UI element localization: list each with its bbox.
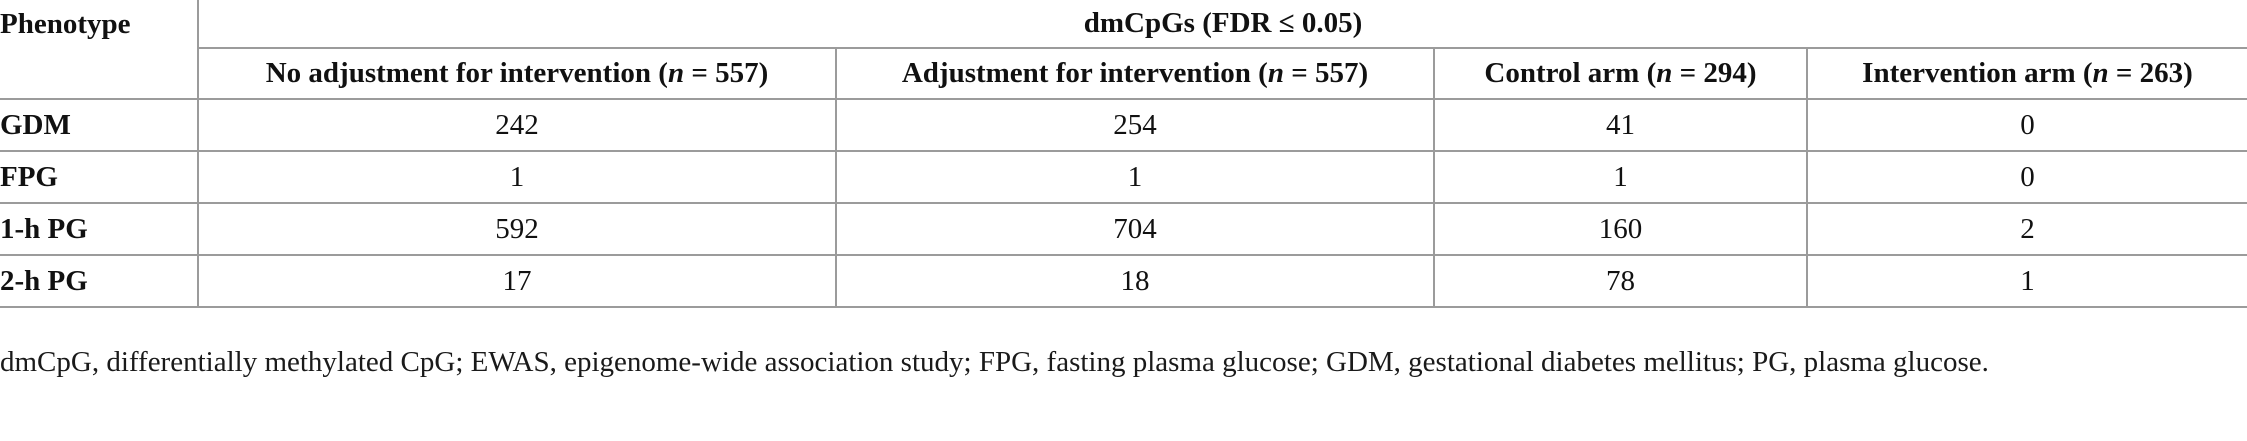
- table-cell: 41: [1434, 99, 1808, 152]
- row-label: 2-h PG: [0, 255, 199, 308]
- table-cell: 592: [198, 203, 837, 256]
- table-row: 2-h PG 17 18 78 1: [0, 255, 2247, 308]
- table-cell: 1: [1807, 255, 2247, 308]
- table-row: GDM 242 254 41 0: [0, 99, 2247, 152]
- row-label: GDM: [0, 99, 199, 152]
- table-cell: 1: [836, 151, 1435, 204]
- table-row: 1-h PG 592 704 160 2: [0, 203, 2247, 256]
- table-cell: 0: [1807, 151, 2247, 204]
- table-cell: 2: [1807, 203, 2247, 256]
- table-cell: 78: [1434, 255, 1808, 308]
- dmcpgs-group-header: dmCpGs (FDR ≤ 0.05): [198, 0, 2247, 49]
- table-cell: 704: [836, 203, 1435, 256]
- column-header-intervention-arm: Intervention arm (n = 263): [1807, 48, 2247, 100]
- table-cell: 17: [198, 255, 837, 308]
- column-header-no-adjustment: No adjustment for intervention (n = 557): [198, 48, 837, 100]
- table-row: FPG 1 1 1 0: [0, 151, 2247, 204]
- phenotype-header: Phenotype: [0, 0, 199, 100]
- results-table: Phenotype dmCpGs (FDR ≤ 0.05) No adjustm…: [0, 0, 2247, 308]
- table-cell: 18: [836, 255, 1435, 308]
- table-footnote: dmCpG, differentially methylated CpG; EW…: [0, 346, 1989, 378]
- table-cell: 254: [836, 99, 1435, 152]
- table-cell: 0: [1807, 99, 2247, 152]
- table-cell: 1: [198, 151, 837, 204]
- header-row-group: Phenotype dmCpGs (FDR ≤ 0.05): [0, 0, 2247, 100]
- table-cell: 242: [198, 99, 837, 152]
- row-label: FPG: [0, 151, 199, 204]
- table-cell: 1: [1434, 151, 1808, 204]
- table-cell: 160: [1434, 203, 1808, 256]
- column-header-adjustment: Adjustment for intervention (n = 557): [836, 48, 1435, 100]
- row-label: 1-h PG: [0, 203, 199, 256]
- column-header-control-arm: Control arm (n = 294): [1434, 48, 1808, 100]
- header-row-columns: No adjustment for intervention (n = 557)…: [0, 48, 2247, 100]
